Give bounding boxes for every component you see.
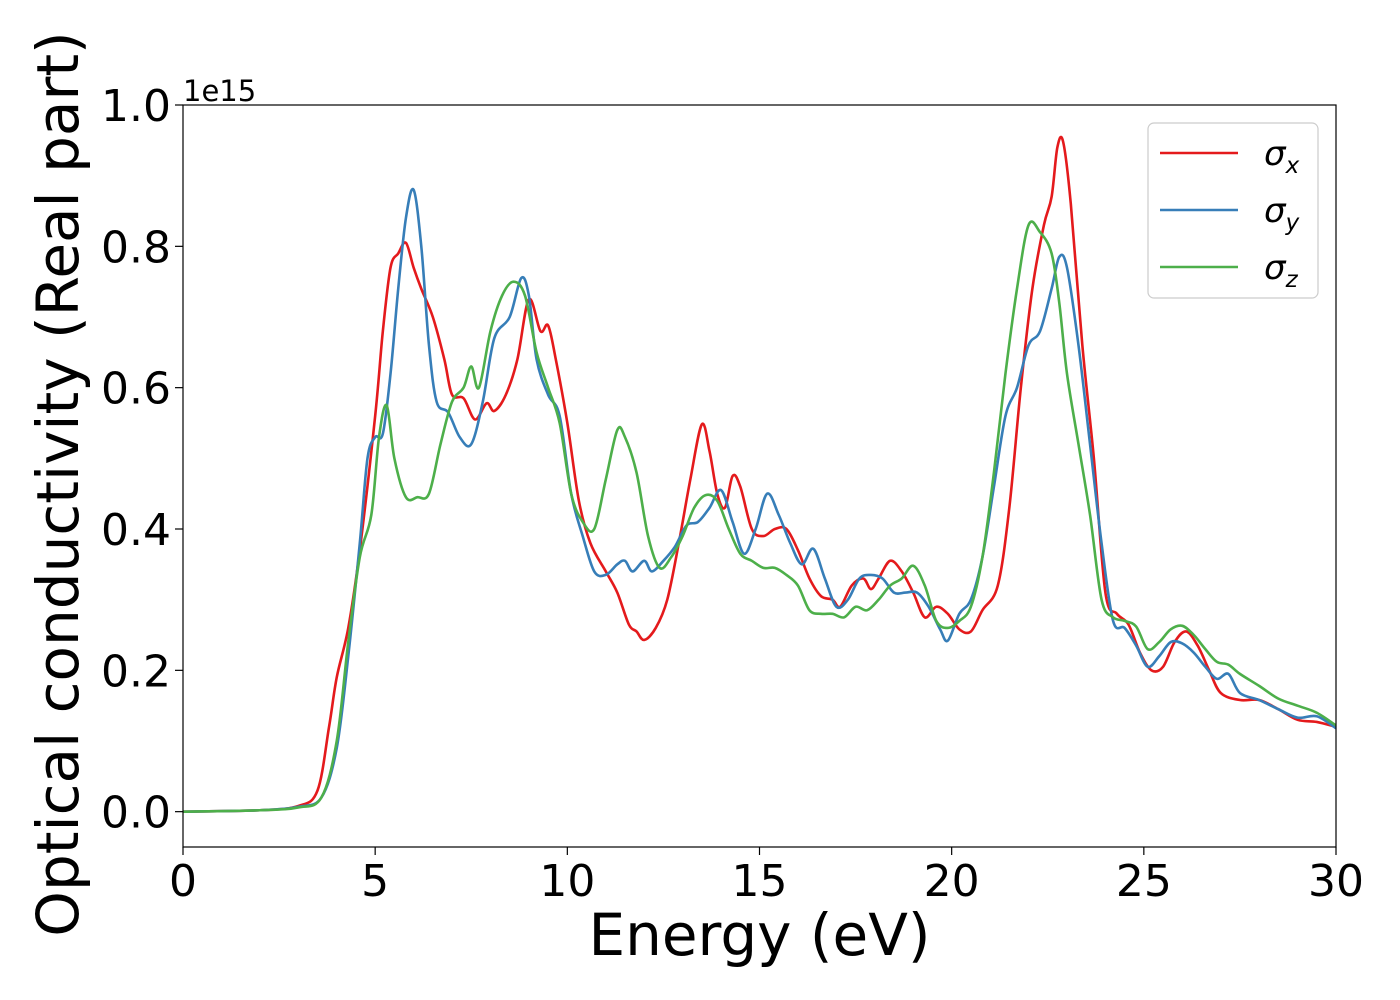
x-tick-label: 10 (539, 856, 595, 907)
y-axis-title: Optical conductivity (Real part) (24, 31, 92, 936)
y-offset-text: 1e15 (183, 74, 256, 108)
legend-label-y: σy (1264, 191, 1300, 236)
y-tick-label: 1.0 (101, 81, 171, 132)
x-tick-label: 15 (732, 856, 788, 907)
legend-label-z: σz (1264, 248, 1299, 293)
x-tick-label: 5 (361, 856, 389, 907)
y-tick-label: 0.2 (101, 646, 171, 697)
x-tick-label: 25 (1116, 856, 1172, 907)
y-tick-label: 0.0 (101, 788, 171, 839)
x-tick-label: 30 (1308, 856, 1364, 907)
legend: σx σy σz (1147, 122, 1319, 299)
legend-label-x: σx (1264, 134, 1300, 179)
y-tick-label: 0.6 (101, 364, 171, 415)
x-tick-label: 20 (924, 856, 980, 907)
tick-layer: 0 5 10 15 20 25 30 0.0 0.2 0.4 0.6 0.8 1.0 (101, 81, 1364, 907)
series-line-x (183, 135, 1336, 813)
x-axis-title: Energy (eV) (588, 901, 930, 969)
x-tick-label: 0 (169, 856, 197, 907)
y-tick-label: 0.8 (101, 222, 171, 273)
series-line-z (183, 220, 1336, 813)
y-tick-label: 0.4 (101, 505, 171, 556)
plot-area (183, 135, 1336, 813)
series-line-y (183, 187, 1336, 813)
